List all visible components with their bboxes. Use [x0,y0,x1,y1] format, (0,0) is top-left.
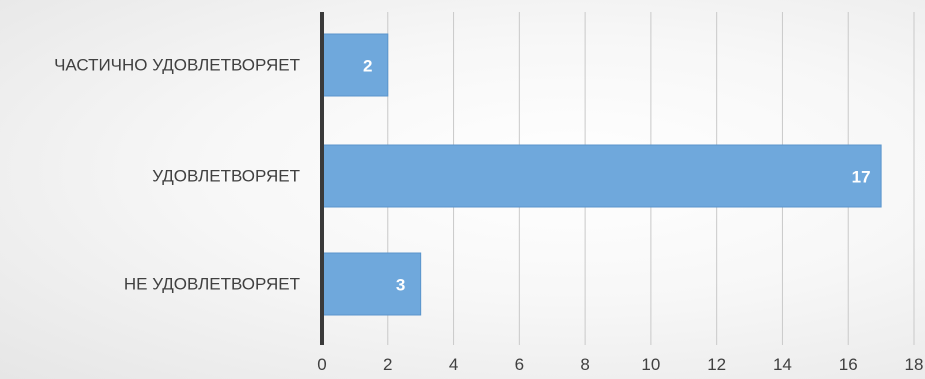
data-label-2: 17 [852,168,871,187]
x-tick-label-4: 4 [449,355,458,374]
data-label-1: 2 [363,57,372,76]
data-label-3: 3 [396,276,405,295]
x-tick-label-8: 8 [580,355,589,374]
category-label-3: НЕ УДОВЛЕТВОРЯЕТ [124,275,300,294]
x-tick-label-14: 14 [773,355,792,374]
x-tick-label-2: 2 [383,355,392,374]
bar-2 [321,144,882,208]
bar-1 [321,33,389,97]
x-tick-label-6: 6 [515,355,524,374]
category-label-1: ЧАСТИЧНО УДОВЛЕТВОРЯЕТ [54,56,300,75]
x-tick-label-16: 16 [839,355,858,374]
x-tick-label-0: 0 [317,355,326,374]
x-tick-label-18: 18 [905,355,924,374]
x-tick-label-10: 10 [641,355,660,374]
x-tick-label-12: 12 [707,355,726,374]
category-label-2: УДОВЛЕТВОРЯЕТ [152,167,300,186]
bar-3 [321,252,422,316]
